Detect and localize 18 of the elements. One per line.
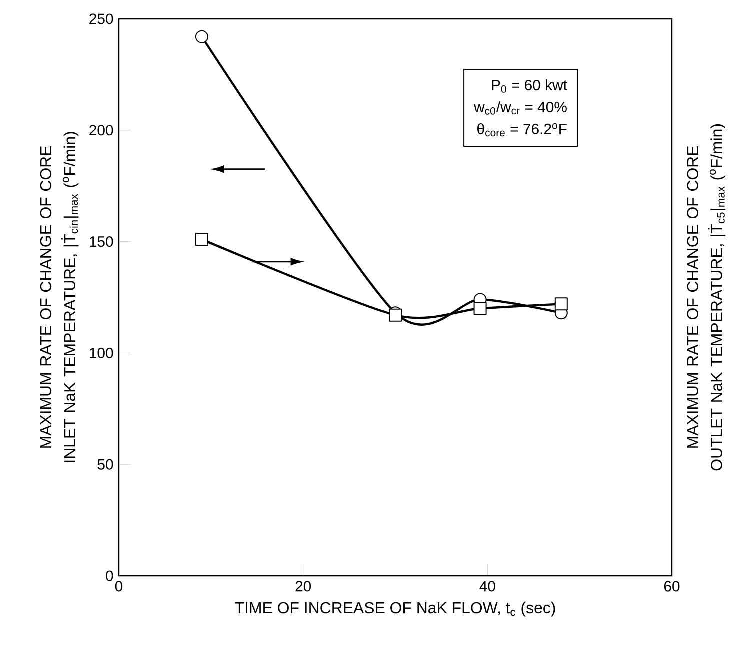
- annotation: w$_{c0}$/w$_{cr}$ = 40%: [474, 102, 567, 115]
- y-tick-label: 100: [90, 348, 114, 358]
- x-tick-label: 0: [115, 581, 123, 592]
- y-tick-label: 150: [90, 236, 114, 248]
- point: [554, 298, 568, 311]
- x-tick-label: 60: [664, 581, 680, 592]
- x-axis-title: TIME OF INCREASE OF NaK FLOW, t$_{c}$ (sec): [235, 602, 556, 617]
- y-tick-label: 200: [90, 125, 114, 136]
- annotation: θ$_{core}$ = 76.2$^{o}$F: [478, 123, 567, 137]
- x-tick-label: 40: [480, 581, 496, 592]
- point: [474, 302, 487, 316]
- y-tick-label: 0: [106, 570, 114, 582]
- point: [195, 233, 208, 246]
- point: [195, 30, 208, 44]
- annotation: P$_{0}$ = 60 kwt: [492, 80, 568, 93]
- x-tick-label: 20: [296, 581, 312, 592]
- y-tick-label: 50: [98, 459, 114, 470]
- y-tick-label: 250: [90, 14, 114, 24]
